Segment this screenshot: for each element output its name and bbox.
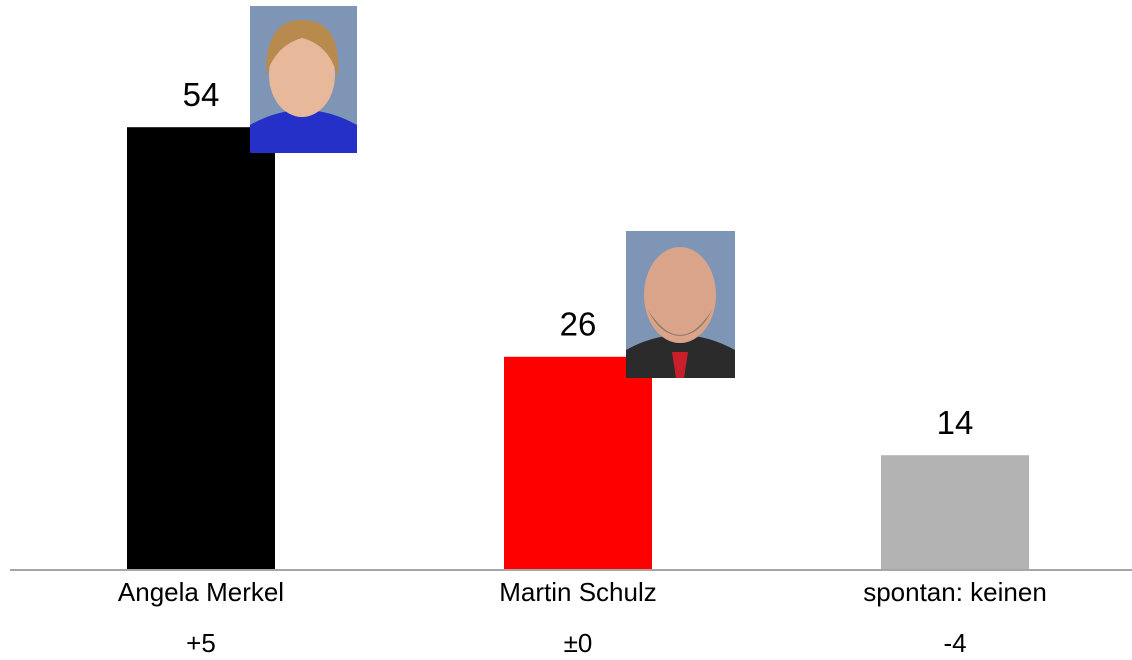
x-tick-label: spontan: keinen [863, 577, 1047, 607]
value-label: 26 [560, 306, 597, 343]
bar [504, 356, 652, 570]
change-label: -4 [943, 628, 966, 658]
change-label: +5 [186, 628, 216, 658]
value-label: 54 [183, 76, 220, 113]
bar [127, 127, 275, 570]
x-tick-label: Martin Schulz [499, 577, 657, 607]
x-tick-label: Angela Merkel [118, 577, 284, 607]
change-label: ±0 [564, 628, 593, 658]
bar [881, 455, 1029, 570]
value-label: 14 [937, 404, 974, 441]
portrait [626, 231, 735, 378]
portrait [250, 6, 357, 153]
